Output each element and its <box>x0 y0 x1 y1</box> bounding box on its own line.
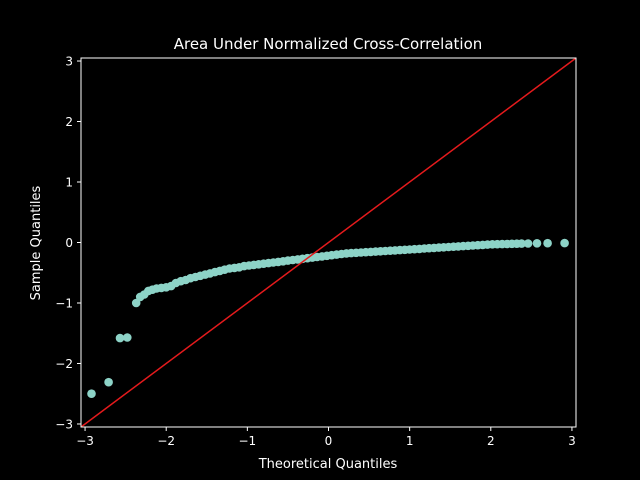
data-point <box>543 238 552 248</box>
y-axis-label: Sample Quantiles <box>29 185 44 300</box>
data-point <box>87 389 96 399</box>
data-point <box>560 238 569 248</box>
reference-line <box>80 57 577 428</box>
x-axis-label: Theoretical Quantiles <box>258 457 398 472</box>
y-tick-label: −1 <box>55 296 73 310</box>
y-tick-label: 0 <box>65 236 73 250</box>
sample-points <box>87 238 569 399</box>
x-tick-label: −1 <box>239 434 257 448</box>
x-tick-label: 0 <box>325 434 333 448</box>
x-tick-label: 3 <box>568 434 576 448</box>
y-axis-ticks: −3 −2 −1 0 1 2 3 <box>55 55 81 431</box>
y-tick-label: 3 <box>65 55 73 69</box>
data-point <box>115 333 125 343</box>
y-tick-label: −3 <box>55 417 73 431</box>
data-point <box>532 239 542 248</box>
data-point <box>523 239 533 248</box>
x-tick-label: 2 <box>487 434 495 448</box>
x-tick-label: −3 <box>76 434 94 448</box>
data-point <box>123 333 132 342</box>
x-axis-ticks: −3 −2 −1 0 1 2 3 <box>76 427 576 448</box>
x-tick-label: −2 <box>157 434 175 448</box>
x-tick-label: 1 <box>406 434 414 448</box>
data-point <box>131 298 141 308</box>
y-tick-label: −2 <box>55 357 73 371</box>
chart-title: Area Under Normalized Cross-Correlation <box>174 35 483 53</box>
y-tick-label: 1 <box>65 176 73 190</box>
data-point <box>104 377 113 387</box>
y-tick-label: 2 <box>65 115 73 129</box>
data-point <box>517 239 526 248</box>
